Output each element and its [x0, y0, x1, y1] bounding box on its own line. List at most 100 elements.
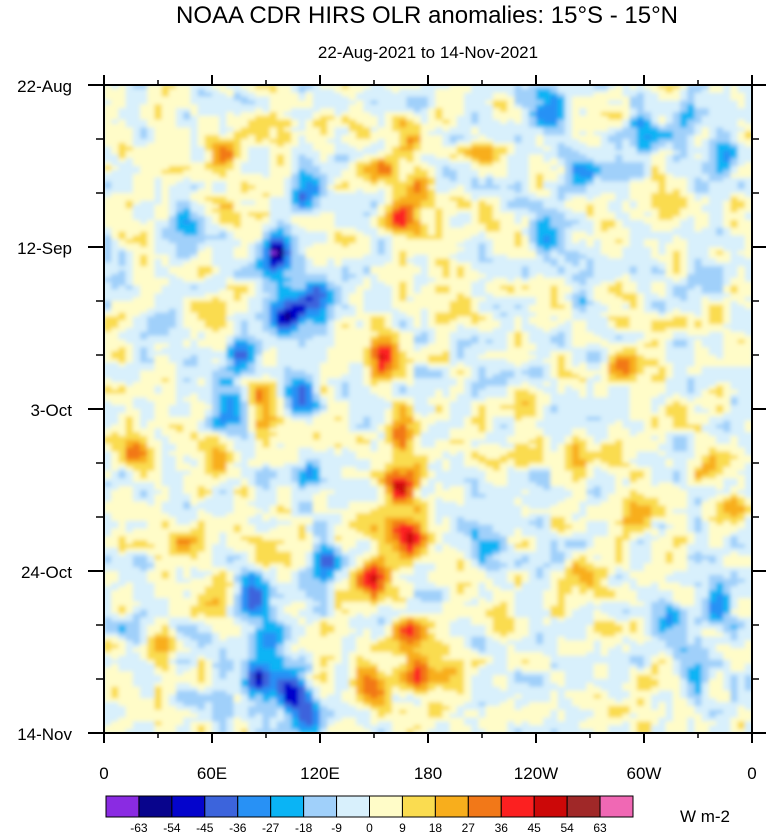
- heatmap-cell: [363, 285, 371, 291]
- heatmap-cell: [406, 293, 415, 298]
- heatmap-cell: [550, 131, 559, 136]
- heatmap-cell: [572, 204, 580, 210]
- heatmap-cell: [399, 223, 407, 229]
- heatmap-cell: [435, 193, 443, 198]
- heatmap-cell: [521, 235, 530, 240]
- heatmap-cell: [615, 131, 623, 136]
- heatmap-cell: [255, 169, 263, 175]
- heatmap-cell: [629, 289, 638, 294]
- heatmap-cell: [723, 231, 731, 237]
- heatmap-cell: [636, 239, 645, 244]
- heatmap-cell: [183, 220, 191, 225]
- heatmap-cell: [190, 285, 199, 291]
- heatmap-cell: [269, 123, 278, 129]
- heatmap-cell: [111, 169, 119, 175]
- heatmap-cell: [485, 158, 494, 163]
- heatmap-cell: [615, 274, 623, 279]
- heatmap-cell: [723, 285, 731, 291]
- heatmap-cell: [456, 193, 465, 198]
- heatmap-cell: [701, 189, 710, 194]
- heatmap-cell: [651, 254, 659, 260]
- heatmap-cell: [183, 162, 191, 167]
- heatmap-cell: [384, 119, 393, 125]
- heatmap-cell: [615, 92, 623, 98]
- heatmap-cell: [219, 227, 227, 233]
- heatmap-cell: [665, 139, 674, 144]
- heatmap-cell: [320, 266, 328, 271]
- heatmap-cell: [449, 115, 458, 121]
- heatmap-cell: [212, 250, 220, 256]
- heatmap-cell: [104, 127, 112, 132]
- heatmap-cell: [629, 212, 638, 217]
- heatmap-cell: [132, 239, 141, 244]
- heatmap-cell: [262, 239, 271, 244]
- heatmap-cell: [651, 235, 659, 240]
- heatmap-cell: [291, 185, 299, 190]
- heatmap-cell: [435, 112, 443, 117]
- heatmap-cell: [219, 146, 227, 152]
- heatmap-cell: [176, 162, 184, 167]
- heatmap-cell: [701, 220, 710, 225]
- heatmap-cell: [608, 200, 616, 206]
- heatmap-cell: [730, 115, 739, 121]
- heatmap-cell: [730, 266, 739, 271]
- heatmap-cell: [413, 173, 422, 179]
- heatmap-cell: [665, 208, 674, 213]
- heatmap-cell: [284, 274, 292, 279]
- heatmap-cell: [219, 254, 227, 260]
- heatmap-cell: [363, 181, 371, 186]
- heatmap-cell: [528, 173, 537, 179]
- heatmap-cell: [320, 85, 328, 90]
- heatmap-cell: [334, 204, 343, 210]
- heatmap-cell: [420, 115, 429, 121]
- heatmap-cell: [471, 146, 479, 152]
- heatmap-cell: [212, 154, 220, 159]
- heatmap-cell: [716, 100, 724, 105]
- heatmap-cell: [500, 289, 508, 294]
- heatmap-cell: [694, 274, 703, 279]
- heatmap-cell: [312, 112, 321, 117]
- heatmap-cell: [413, 243, 422, 248]
- heatmap-cell: [276, 108, 285, 113]
- heatmap-cell: [219, 193, 227, 198]
- heatmap-cell: [615, 158, 623, 163]
- heatmap-cell: [507, 227, 515, 233]
- heatmap-cell: [348, 142, 357, 148]
- heatmap-cell: [406, 250, 415, 256]
- heatmap-cell: [233, 162, 242, 167]
- heatmap-cell: [161, 235, 170, 240]
- heatmap-cell: [456, 270, 465, 275]
- heatmap-cell: [305, 88, 314, 94]
- heatmap-cell: [399, 262, 407, 267]
- heatmap-cell: [168, 266, 177, 271]
- heatmap-cell: [593, 247, 602, 252]
- heatmap-cell: [708, 204, 717, 210]
- heatmap-cell: [586, 108, 595, 113]
- heatmap-cell: [730, 189, 739, 194]
- heatmap-cell: [125, 181, 134, 186]
- heatmap-cell: [701, 135, 710, 140]
- heatmap-cell: [226, 92, 235, 98]
- heatmap-cell: [204, 115, 213, 121]
- heatmap-cell: [593, 135, 602, 140]
- heatmap-cell: [644, 123, 652, 129]
- heatmap-cell: [327, 189, 335, 194]
- heatmap-cell: [363, 270, 371, 275]
- heatmap-cell: [608, 258, 616, 264]
- heatmap-cell: [420, 247, 429, 252]
- heatmap-cell: [183, 173, 191, 179]
- heatmap-cell: [420, 169, 429, 175]
- heatmap-cell: [104, 177, 112, 183]
- heatmap-cell: [298, 212, 307, 217]
- heatmap-cell: [190, 146, 199, 152]
- heatmap-cell: [197, 231, 206, 237]
- heatmap-cell: [377, 104, 386, 109]
- heatmap-cell: [464, 112, 472, 117]
- heatmap-cell: [500, 146, 508, 152]
- heatmap-cell: [687, 162, 695, 167]
- heatmap-cell: [183, 250, 191, 256]
- heatmap-cell: [399, 196, 407, 202]
- heatmap-cell: [212, 274, 220, 279]
- heatmap-cell: [680, 289, 688, 294]
- heatmap-cell: [644, 154, 652, 159]
